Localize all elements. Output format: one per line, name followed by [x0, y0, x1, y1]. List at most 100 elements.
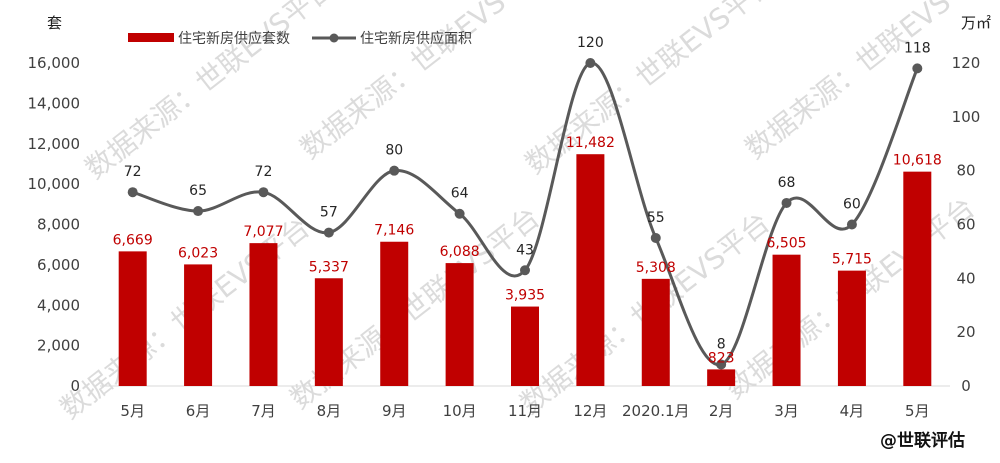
right-axis-tick-label: 100 — [952, 108, 981, 126]
x-axis-tick-label: 3月 — [774, 402, 799, 420]
line-point — [520, 265, 530, 276]
bar-data-label: 5,715 — [832, 252, 872, 268]
bar-data-label: 10,618 — [893, 153, 942, 169]
bar — [445, 263, 474, 386]
left-axis-tick-label: 4,000 — [37, 296, 80, 314]
bar-data-label: 823 — [708, 350, 735, 366]
bar-series — [118, 154, 932, 386]
line-point — [193, 206, 204, 217]
left-axis-tick-label: 8,000 — [37, 216, 80, 234]
bar-data-label: 6,023 — [178, 245, 218, 261]
line-data-label: 64 — [451, 186, 469, 202]
watermark-text: 数据来源：世联EVS平台 — [79, 0, 341, 186]
bar-data-label: 7,146 — [374, 223, 414, 239]
line-point — [716, 359, 727, 370]
bar-data-label: 6,088 — [440, 244, 480, 260]
left-axis-tick-label: 0 — [70, 377, 80, 395]
bar — [837, 270, 866, 386]
line-point — [454, 208, 465, 219]
line-data-label: 80 — [385, 143, 403, 159]
legend-line-label: 住宅新房供应面积 — [360, 30, 472, 47]
line-point — [585, 58, 596, 68]
bar — [903, 171, 932, 386]
watermark-text: 数据来源：世联EVS平台 — [294, 0, 556, 166]
line-point — [258, 187, 269, 198]
legend-bar-swatch — [128, 33, 174, 42]
x-axis-tick-label: 7月 — [251, 402, 276, 420]
line-point — [127, 187, 138, 198]
bar-data-label: 7,077 — [243, 224, 283, 240]
x-axis-tick-label: 2月 — [709, 402, 734, 420]
line-data-label: 43 — [516, 242, 534, 258]
left-axis-tick-label: 14,000 — [28, 94, 81, 112]
right-axis-tick-label: 80 — [956, 162, 975, 180]
line-data-label: 118 — [904, 40, 931, 56]
left-axis-tick-label: 2,000 — [37, 337, 80, 355]
x-axis-tick-label: 4月 — [840, 402, 865, 420]
line-point — [389, 165, 400, 176]
bar-data-label: 6,505 — [766, 236, 806, 252]
right-axis-unit: 万㎡ — [961, 14, 991, 32]
bar — [118, 251, 147, 386]
bar-data-label: 5,337 — [309, 259, 349, 275]
right-axis-tick-label: 40 — [956, 269, 975, 287]
line-data-label: 120 — [577, 35, 604, 51]
line-point — [323, 227, 334, 238]
bar — [511, 306, 539, 386]
legend-bar-label: 住宅新房供应套数 — [178, 30, 290, 47]
x-axis-tick-label: 2020.1月 — [622, 402, 690, 420]
left-axis-tick-label: 10,000 — [28, 175, 81, 193]
line-data-label: 72 — [124, 164, 142, 180]
left-axis-unit: 套 — [47, 14, 62, 32]
bar — [707, 369, 736, 386]
line-data-label: 8 — [717, 336, 726, 352]
line-series — [127, 58, 923, 370]
x-axis-tick-label: 11月 — [508, 402, 542, 420]
bar-data-label: 11,482 — [566, 135, 615, 151]
line-point — [912, 63, 923, 74]
x-axis-tick-label: 8月 — [317, 402, 342, 420]
right-axis-tick-label: 0 — [961, 377, 971, 395]
bar — [184, 264, 213, 386]
bar-data-labels: 6,669 6,023 7,077 5,337 7,146 6,088 3,935 11,48… — [113, 135, 942, 366]
line-data-labels: 72 65 72 57 80 64 43 120 55 8 68 60 118 — [124, 35, 931, 352]
x-axis-tick-label: 9月 — [382, 402, 407, 420]
bar — [314, 278, 343, 386]
x-axis-tick-label: 5月 — [905, 402, 930, 420]
line-data-label: 60 — [843, 197, 861, 213]
line-data-label: 55 — [647, 210, 665, 226]
bar-data-label: 6,669 — [113, 232, 153, 248]
right-axis-tick-label: 20 — [956, 323, 975, 341]
x-axis-tick-label: 5月 — [120, 402, 145, 420]
line-point — [650, 232, 661, 243]
right-axis: 0 20 40 60 80 100 120 — [952, 54, 981, 395]
credit: @世联评估 — [880, 430, 965, 451]
line-data-label: 57 — [320, 205, 338, 221]
x-axis-ticks: 5月 6月 7月 8月 9月 10月 11月 12月 2020.1月 2月 3月 4月 5月 — [120, 402, 929, 420]
legend: 住宅新房供应套数 住宅新房供应面积 — [128, 30, 472, 47]
left-axis-tick-label: 6,000 — [37, 256, 80, 274]
right-axis-tick-label: 60 — [956, 216, 975, 234]
bar — [641, 278, 670, 386]
line-point — [781, 197, 792, 208]
line-data-label: 65 — [189, 183, 207, 199]
x-axis-tick-label: 12月 — [573, 402, 607, 420]
line-path — [132, 61, 919, 366]
legend-line-marker — [329, 33, 339, 43]
x-axis-tick-label: 10月 — [443, 402, 477, 420]
left-axis-tick-label: 16,000 — [28, 54, 81, 72]
bar-data-label: 3,935 — [505, 288, 545, 304]
bar-data-label: 5,308 — [636, 260, 676, 276]
left-axis: 0 2,000 4,000 6,000 8,000 10,000 12,000 14,000 1… — [28, 54, 81, 395]
right-axis-tick-label: 120 — [952, 54, 981, 72]
line-data-label: 72 — [255, 164, 273, 180]
bar — [772, 254, 801, 386]
line-data-label: 68 — [778, 175, 796, 191]
left-axis-tick-label: 12,000 — [28, 135, 81, 153]
bar — [380, 241, 409, 386]
line-point — [846, 219, 857, 230]
bar — [249, 243, 278, 386]
bar — [576, 154, 605, 386]
x-axis-tick-label: 6月 — [186, 402, 211, 420]
